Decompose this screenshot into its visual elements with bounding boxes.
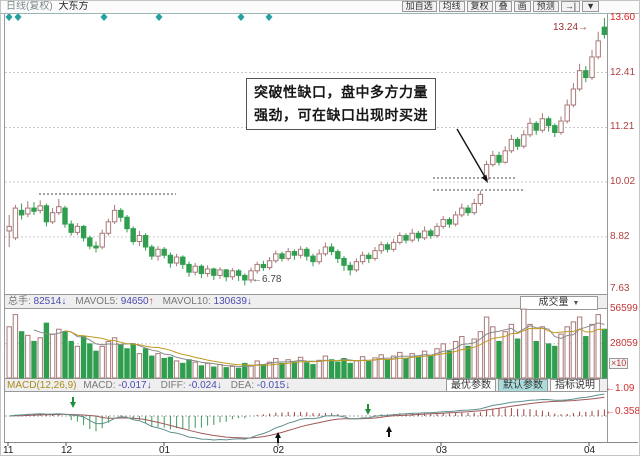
toolbar-button-4[interactable]: 画 [513, 1, 531, 12]
low-price-label: ←6.78 [252, 274, 282, 285]
macd-param-buttons: 最优参数 默认参数 指标说明 [444, 379, 600, 392]
chart-title: 日线(复权) 大东方 [6, 1, 88, 13]
macd-button-2[interactable]: 指标说明 [550, 379, 600, 392]
annotation-line-1: 突破性缺口，盘中多方力量 [254, 84, 428, 100]
volume-field-2: MAVOL10: 130639↓ [162, 296, 252, 307]
macd-param-label: MACD(12,26,9) [7, 380, 77, 391]
toolbar-button-0[interactable]: 加自选 [401, 1, 437, 12]
annotation-line-2: 强劲，可在缺口出现时买进 [254, 107, 428, 123]
date-tick-label: 03 [436, 445, 448, 456]
toolbar-button-3[interactable]: 叠 [494, 1, 512, 12]
price-tick-label: 8.82 [610, 230, 630, 242]
toolbar-button-5[interactable]: 预测 [532, 1, 559, 12]
annotation-box: 突破性缺口，盘中多方力量 强劲，可在缺口出现时买进 [246, 78, 436, 130]
toolbar-buttons: 加自选 均线 复权叠画预测 →| ▼ [400, 1, 599, 12]
date-tick-label: 12 [61, 445, 73, 456]
volume-header: 总手: 82514↓ MAVOL5: 94650↑ MAVOL10: 130639↓… [4, 294, 608, 310]
price-tick-label: 13.60 [610, 12, 636, 23]
date-tick-label: 04 [584, 445, 596, 456]
toolbar-button-1[interactable]: 均线 [438, 1, 465, 12]
volume-field-0: 总手: 82514↓ [8, 296, 67, 307]
date-tick-label: 01 [159, 445, 171, 456]
toolbar-button-2[interactable]: 复权 [466, 1, 493, 12]
last-price-label: 13.24→ [553, 22, 589, 33]
macd-button-1[interactable]: 默认参数 [498, 379, 548, 392]
chart-period-label: 日线(复权) [6, 1, 53, 12]
date-tick-label: 11 [3, 445, 14, 456]
stock-name-label: 大东方 [58, 1, 89, 12]
chart-toolbar: 日线(复权) 大东方 加自选 均线 复权叠画预测 →| ▼ [1, 1, 639, 14]
toolbar-dropdown-button[interactable]: ▼ [582, 1, 599, 12]
macd-tick-label: ←1.09 [605, 383, 635, 394]
macd-field-1: DIFF: -0.024↓ [160, 380, 222, 391]
volume-type-dropdown[interactable]: 成交量 ▼ [520, 296, 598, 310]
date-tick-label: 02 [273, 445, 285, 456]
price-tick-label: 11.21 [610, 121, 635, 133]
volume-tick-label: 56599 [610, 303, 638, 314]
toolbar-button-6[interactable]: →| [560, 1, 581, 12]
macd-header: MACD(12,26,9) MACD: -0.017↓ DIFF: -0.024↓… [4, 378, 608, 392]
macd-button-0[interactable]: 最优参数 [446, 379, 496, 392]
volume-fields: 总手: 82514↓ MAVOL5: 94650↑ MAVOL10: 130639↓ [4, 295, 261, 308]
volume-dropdown-label: 成交量 [538, 297, 569, 308]
volume-field-1: MAVOL5: 94650↑ [75, 296, 154, 307]
price-tick-label: 7.63 [610, 283, 630, 294]
price-tick-label: 10.02 [610, 175, 636, 187]
macd-tick-label: ←0.358 [605, 406, 640, 417]
macd-fields: MACD: -0.017↓ DIFF: -0.024↓ DEA: -0.015↓ [79, 379, 299, 392]
price-tick-label: 12.41 [610, 66, 636, 78]
volume-tick-label: 28059 [610, 337, 638, 349]
macd-field-0: MACD: -0.017↓ [83, 380, 152, 391]
volume-unit-chip: ×10 [609, 358, 629, 369]
chevron-down-icon: ▼ [572, 300, 580, 307]
macd-field-2: DEA: -0.015↓ [230, 380, 291, 391]
